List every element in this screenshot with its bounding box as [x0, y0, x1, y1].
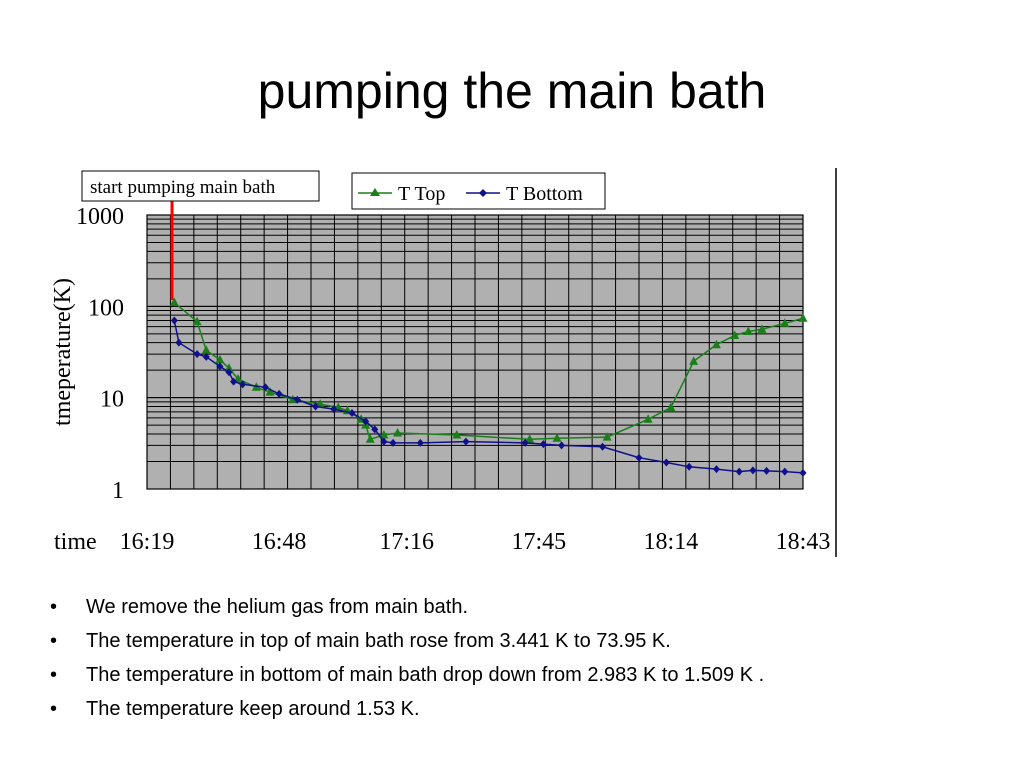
data-point-t-top: [215, 354, 225, 364]
data-point-t-top: [192, 316, 202, 326]
legend-bottom-marker-icon: [479, 189, 487, 197]
bullet-dot: •: [50, 630, 58, 652]
bullet-text: We remove the helium gas from main bath.: [86, 596, 469, 618]
data-point-t-bottom: [330, 405, 338, 414]
legend-bottom-label: T Bottom: [506, 183, 583, 205]
data-point-t-bottom: [275, 389, 283, 398]
x-axis-label: time: [54, 529, 97, 555]
x-tick-label: 17:45: [511, 529, 566, 555]
bullet-item: • We remove the helium gas from main bath…: [50, 590, 764, 624]
legend-box: [351, 172, 606, 210]
x-tick-label: 16:19: [120, 529, 175, 555]
data-point-t-bottom: [371, 425, 379, 434]
data-point-t-bottom: [735, 467, 743, 476]
bullet-text: The temperature keep around 1.53 K.: [86, 698, 420, 720]
data-point-t-top: [224, 363, 234, 372]
bullet-text: The temperature in top of main bath rose…: [86, 630, 671, 652]
data-point-t-top: [602, 432, 612, 441]
data-point-t-top: [365, 434, 375, 443]
bullet-item: • The temperature in bottom of main bath …: [50, 658, 764, 692]
annotation-label: start pumping main bath: [90, 177, 276, 198]
y-tick-label: 1: [112, 478, 124, 504]
data-point-t-bottom: [193, 350, 201, 359]
data-point-t-bottom: [781, 467, 789, 476]
data-point-t-bottom: [261, 383, 269, 392]
y-tick-label: 1000: [76, 204, 124, 230]
data-point-t-bottom: [239, 380, 247, 389]
x-tick-label: 16:48: [252, 529, 307, 555]
y-tick-label: 10: [100, 387, 124, 413]
bullet-dot: •: [50, 596, 58, 618]
data-point-t-top: [689, 356, 699, 365]
data-point-t-bottom: [362, 417, 370, 426]
y-axis-label: tmeperature(K): [50, 278, 76, 426]
data-point-t-bottom: [293, 395, 301, 404]
data-point-t-bottom: [662, 458, 670, 467]
data-point-t-bottom: [380, 437, 388, 446]
data-point-t-bottom: [712, 465, 720, 474]
data-point-t-top: [798, 313, 808, 322]
data-point-t-bottom: [521, 438, 529, 447]
data-point-t-bottom: [462, 437, 470, 446]
data-point-t-top: [666, 402, 676, 412]
data-point-t-bottom: [416, 438, 424, 447]
data-point-t-bottom: [539, 440, 547, 449]
data-point-t-top: [379, 430, 389, 439]
x-tick-label: 18:43: [776, 529, 831, 555]
data-point-t-top: [393, 428, 403, 437]
bullet-dot: •: [50, 664, 58, 686]
data-point-t-bottom: [749, 466, 757, 475]
data-point-t-bottom: [799, 468, 807, 477]
annotation-box: [81, 170, 320, 202]
data-point-t-bottom: [348, 408, 356, 417]
x-tick-label: 18:14: [644, 529, 699, 555]
x-tick-label: 17:16: [379, 529, 434, 555]
data-point-t-top: [730, 330, 740, 339]
data-point-t-top: [265, 387, 275, 396]
data-point-t-bottom: [175, 338, 183, 347]
data-point-t-top: [643, 414, 653, 423]
legend-top-marker-icon: [370, 188, 380, 196]
data-point-t-top: [169, 297, 179, 307]
y-tick-label: 100: [88, 295, 124, 321]
data-point-t-bottom: [635, 453, 643, 462]
data-point-t-bottom: [763, 466, 771, 475]
data-point-t-top: [552, 433, 562, 442]
data-point-t-top: [743, 326, 753, 336]
data-point-t-top: [757, 324, 767, 333]
data-point-t-bottom: [312, 402, 320, 411]
temperature-chart: 1000 100 10 1 16:19 16:48 17:16 17:45 18:14 18:43…: [50, 168, 837, 557]
data-point-t-top: [780, 318, 790, 327]
data-point-t-top: [452, 430, 462, 439]
bullet-dot: •: [50, 698, 58, 720]
data-point-t-bottom: [170, 316, 178, 325]
data-point-t-top: [525, 434, 535, 443]
slide-title: pumping the main bath: [257, 63, 767, 119]
data-point-t-bottom: [225, 368, 233, 377]
data-point-t-bottom: [216, 362, 224, 371]
data-point-t-bottom: [202, 352, 210, 361]
data-point-t-bottom: [389, 438, 397, 447]
data-point-t-bottom: [558, 441, 566, 450]
bullet-item: • The temperature in top of main bath ros…: [50, 624, 764, 658]
bullet-item: • The temperature keep around 1.53 K.: [50, 692, 764, 726]
data-point-t-top: [711, 339, 721, 349]
bullet-list: • We remove the helium gas from main bath…: [50, 590, 764, 726]
bullet-text: The temperature in bottom of main bath d…: [86, 664, 765, 686]
data-point-t-bottom: [599, 442, 607, 451]
legend-top-label: T Top: [398, 183, 445, 205]
data-point-t-top: [201, 345, 211, 354]
data-point-t-bottom: [230, 377, 238, 386]
data-point-t-bottom: [685, 462, 693, 471]
